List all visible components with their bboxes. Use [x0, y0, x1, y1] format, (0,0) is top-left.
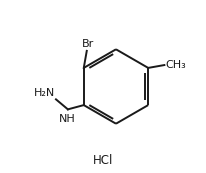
- Text: HCl: HCl: [93, 154, 113, 167]
- Text: Br: Br: [82, 39, 94, 49]
- Text: CH₃: CH₃: [165, 60, 186, 70]
- Text: NH: NH: [59, 114, 75, 124]
- Text: H₂N: H₂N: [34, 88, 55, 98]
